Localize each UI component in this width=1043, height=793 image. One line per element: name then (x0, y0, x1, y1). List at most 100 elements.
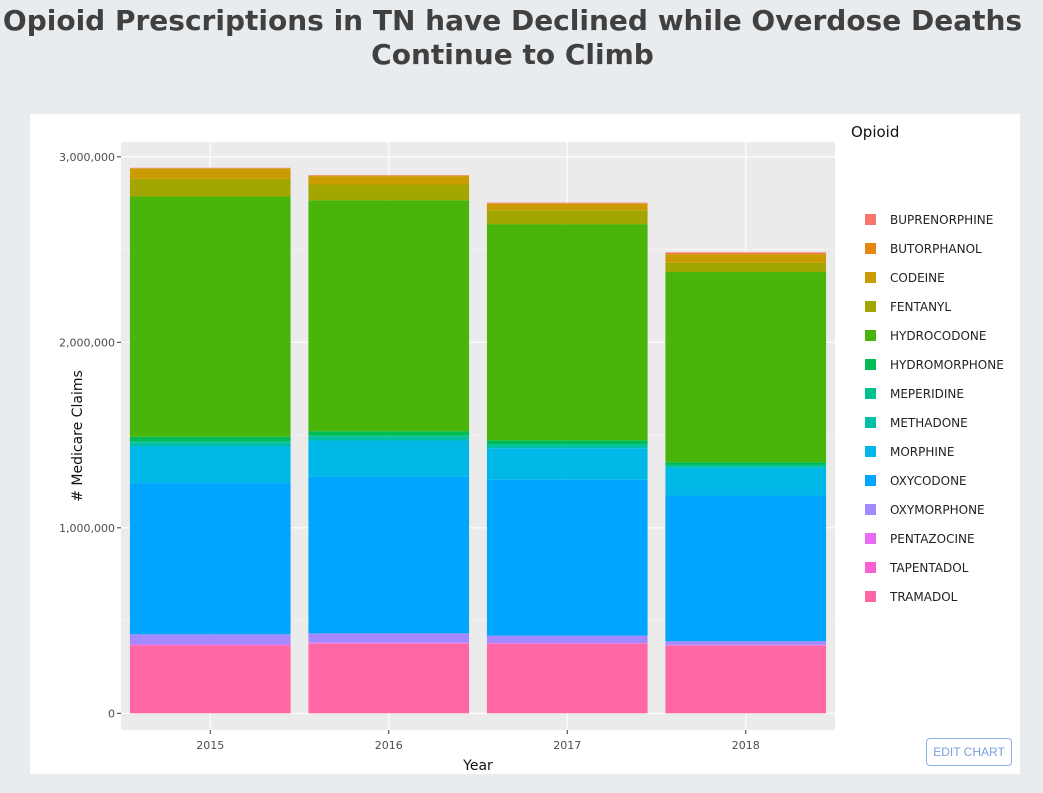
bar-segment-tapentadol-2015[interactable] (129, 645, 291, 646)
y-tick-label: 1,000,000 (59, 522, 115, 535)
bar-segment-methadone-2016[interactable] (308, 436, 470, 441)
bar-segment-oxycodone-2016[interactable] (308, 476, 470, 634)
legend-label: PENTAZOCINE (890, 531, 975, 546)
edit-chart-button[interactable]: EDIT CHART (926, 738, 1012, 766)
bar-segment-codeine-2016[interactable] (308, 176, 470, 185)
legend-item-buprenorphine[interactable]: BUPRENORPHINE (865, 205, 1004, 234)
legend-swatch (865, 359, 876, 370)
bar-segment-methadone-2015[interactable] (129, 442, 291, 447)
x-tick-label: 2015 (196, 739, 224, 752)
legend-item-methadone[interactable]: METHADONE (865, 408, 1004, 437)
bar-segment-tramadol-2018[interactable] (665, 645, 827, 714)
legend-item-pentazocine[interactable]: PENTAZOCINE (865, 524, 1004, 553)
bar-segment-butorphanol-2015[interactable] (129, 168, 291, 169)
bar-segment-oxymorphone-2017[interactable] (486, 635, 648, 644)
legend-label: TAPENTADOL (890, 560, 969, 575)
legend-swatch (865, 243, 876, 254)
legend-swatch (865, 562, 876, 573)
y-axis-title: # Medicare Claims (70, 370, 86, 502)
bar-segment-codeine-2015[interactable] (129, 168, 291, 179)
legend-swatch (865, 446, 876, 457)
bar-segment-hydrocodone-2018[interactable] (665, 272, 827, 463)
legend: BUPRENORPHINE BUTORPHANOL CODEINE FENTANYL H… (865, 205, 1004, 611)
bar-segment-butorphanol-2016[interactable] (308, 175, 470, 177)
bar-segment-oxycodone-2015[interactable] (129, 483, 291, 635)
legend-item-oxycodone[interactable]: OXYCODONE (865, 466, 1004, 495)
legend-label: OXYMORPHONE (890, 502, 985, 517)
bar-segment-tapentadol-2016[interactable] (308, 643, 470, 644)
legend-swatch (865, 591, 876, 602)
y-tick-label: 0 (108, 707, 115, 720)
bar-segment-hydromorphone-2017[interactable] (486, 440, 648, 444)
bar-segment-hydromorphone-2015[interactable] (129, 436, 291, 442)
bar-segment-oxymorphone-2016[interactable] (308, 633, 470, 643)
legend-swatch (865, 301, 876, 312)
legend-label: BUPRENORPHINE (890, 212, 994, 227)
bar-segment-fentanyl-2015[interactable] (129, 178, 291, 197)
bar-segment-pentazocine-2015[interactable] (129, 644, 291, 646)
legend-swatch (865, 417, 876, 428)
legend-item-morphine[interactable]: MORPHINE (865, 437, 1004, 466)
bar-segment-tramadol-2016[interactable] (308, 643, 470, 714)
legend-item-codeine[interactable]: CODEINE (865, 263, 1004, 292)
bar-segment-tramadol-2015[interactable] (129, 645, 291, 714)
bar-segment-meperidine-2017[interactable] (486, 443, 648, 445)
legend-item-tapentadol[interactable]: TAPENTADOL (865, 553, 1004, 582)
bar-segment-codeine-2018[interactable] (665, 254, 827, 263)
legend-label: BUTORPHANOL (890, 241, 982, 256)
x-tick-label: 2016 (375, 739, 403, 752)
bar-segment-morphine-2018[interactable] (665, 467, 827, 496)
legend-item-hydrocodone[interactable]: HYDROCODONE (865, 321, 1004, 350)
y-tick-label: 2,000,000 (59, 336, 115, 349)
bar-segment-morphine-2017[interactable] (486, 448, 648, 480)
legend-item-meperidine[interactable]: MEPERIDINE (865, 379, 1004, 408)
bar-segment-oxymorphone-2015[interactable] (129, 634, 291, 645)
legend-swatch (865, 388, 876, 399)
bar-segment-butorphanol-2018[interactable] (665, 253, 827, 255)
legend-item-oxymorphone[interactable]: OXYMORPHONE (865, 495, 1004, 524)
bar-segment-pentazocine-2016[interactable] (308, 642, 470, 644)
bar-segment-methadone-2018[interactable] (665, 465, 827, 468)
legend-item-tramadol[interactable]: TRAMADOL (865, 582, 1004, 611)
chart-card: 0 1,000,000 2,000,000 3,000,000 2015 2016 2017… (30, 114, 1020, 774)
legend-item-hydromorphone[interactable]: HYDROMORPHONE (865, 350, 1004, 379)
bar-segment-hydrocodone-2017[interactable] (486, 224, 648, 441)
bar-segment-buprenorphine-2017[interactable] (486, 202, 648, 204)
legend-label: HYDROCODONE (890, 328, 987, 343)
bar-segment-codeine-2017[interactable] (486, 203, 648, 211)
bar-segment-meperidine-2015[interactable] (129, 441, 291, 443)
bar-segment-fentanyl-2016[interactable] (308, 184, 470, 201)
bar-segment-butorphanol-2017[interactable] (486, 203, 648, 204)
x-tick-label: 2018 (732, 739, 760, 752)
legend-swatch (865, 504, 876, 515)
bar-segment-tramadol-2017[interactable] (486, 643, 648, 714)
chart-area: 0 1,000,000 2,000,000 3,000,000 2015 2016 2017… (59, 142, 835, 774)
bar-segment-oxycodone-2017[interactable] (486, 479, 648, 636)
bar-segment-buprenorphine-2018[interactable] (665, 252, 827, 254)
legend-label: MEPERIDINE (890, 386, 964, 401)
bar-segment-hydrocodone-2016[interactable] (308, 200, 470, 432)
legend-title: Opioid (851, 123, 900, 141)
bar-segment-hydromorphone-2018[interactable] (665, 462, 827, 465)
legend-label: HYDROMORPHONE (890, 357, 1004, 372)
legend-label: CODEINE (890, 270, 945, 285)
bar-segment-morphine-2015[interactable] (129, 446, 291, 484)
bar-segment-meperidine-2016[interactable] (308, 435, 470, 437)
bar-segment-hydrocodone-2015[interactable] (129, 196, 291, 437)
legend-swatch (865, 475, 876, 486)
x-tick-label: 2017 (553, 739, 581, 752)
legend-label: TRAMADOL (890, 589, 958, 604)
bar-segment-methadone-2017[interactable] (486, 444, 648, 449)
bar-segment-morphine-2016[interactable] (308, 440, 470, 477)
legend-item-butorphanol[interactable]: BUTORPHANOL (865, 234, 1004, 263)
x-axis-title: Year (462, 758, 493, 774)
legend-label: OXYCODONE (890, 473, 967, 488)
bar-segment-oxymorphone-2018[interactable] (665, 641, 827, 645)
bar-segment-hydromorphone-2016[interactable] (308, 431, 470, 436)
bar-segment-meperidine-2018[interactable] (665, 464, 827, 466)
bar-segment-fentanyl-2018[interactable] (665, 262, 827, 273)
page-title: Opioid Prescriptions in TN have Declined… (2, 4, 1023, 71)
bar-segment-oxycodone-2018[interactable] (665, 495, 827, 642)
legend-item-fentanyl[interactable]: FENTANYL (865, 292, 1004, 321)
bar-segment-fentanyl-2017[interactable] (486, 210, 648, 225)
